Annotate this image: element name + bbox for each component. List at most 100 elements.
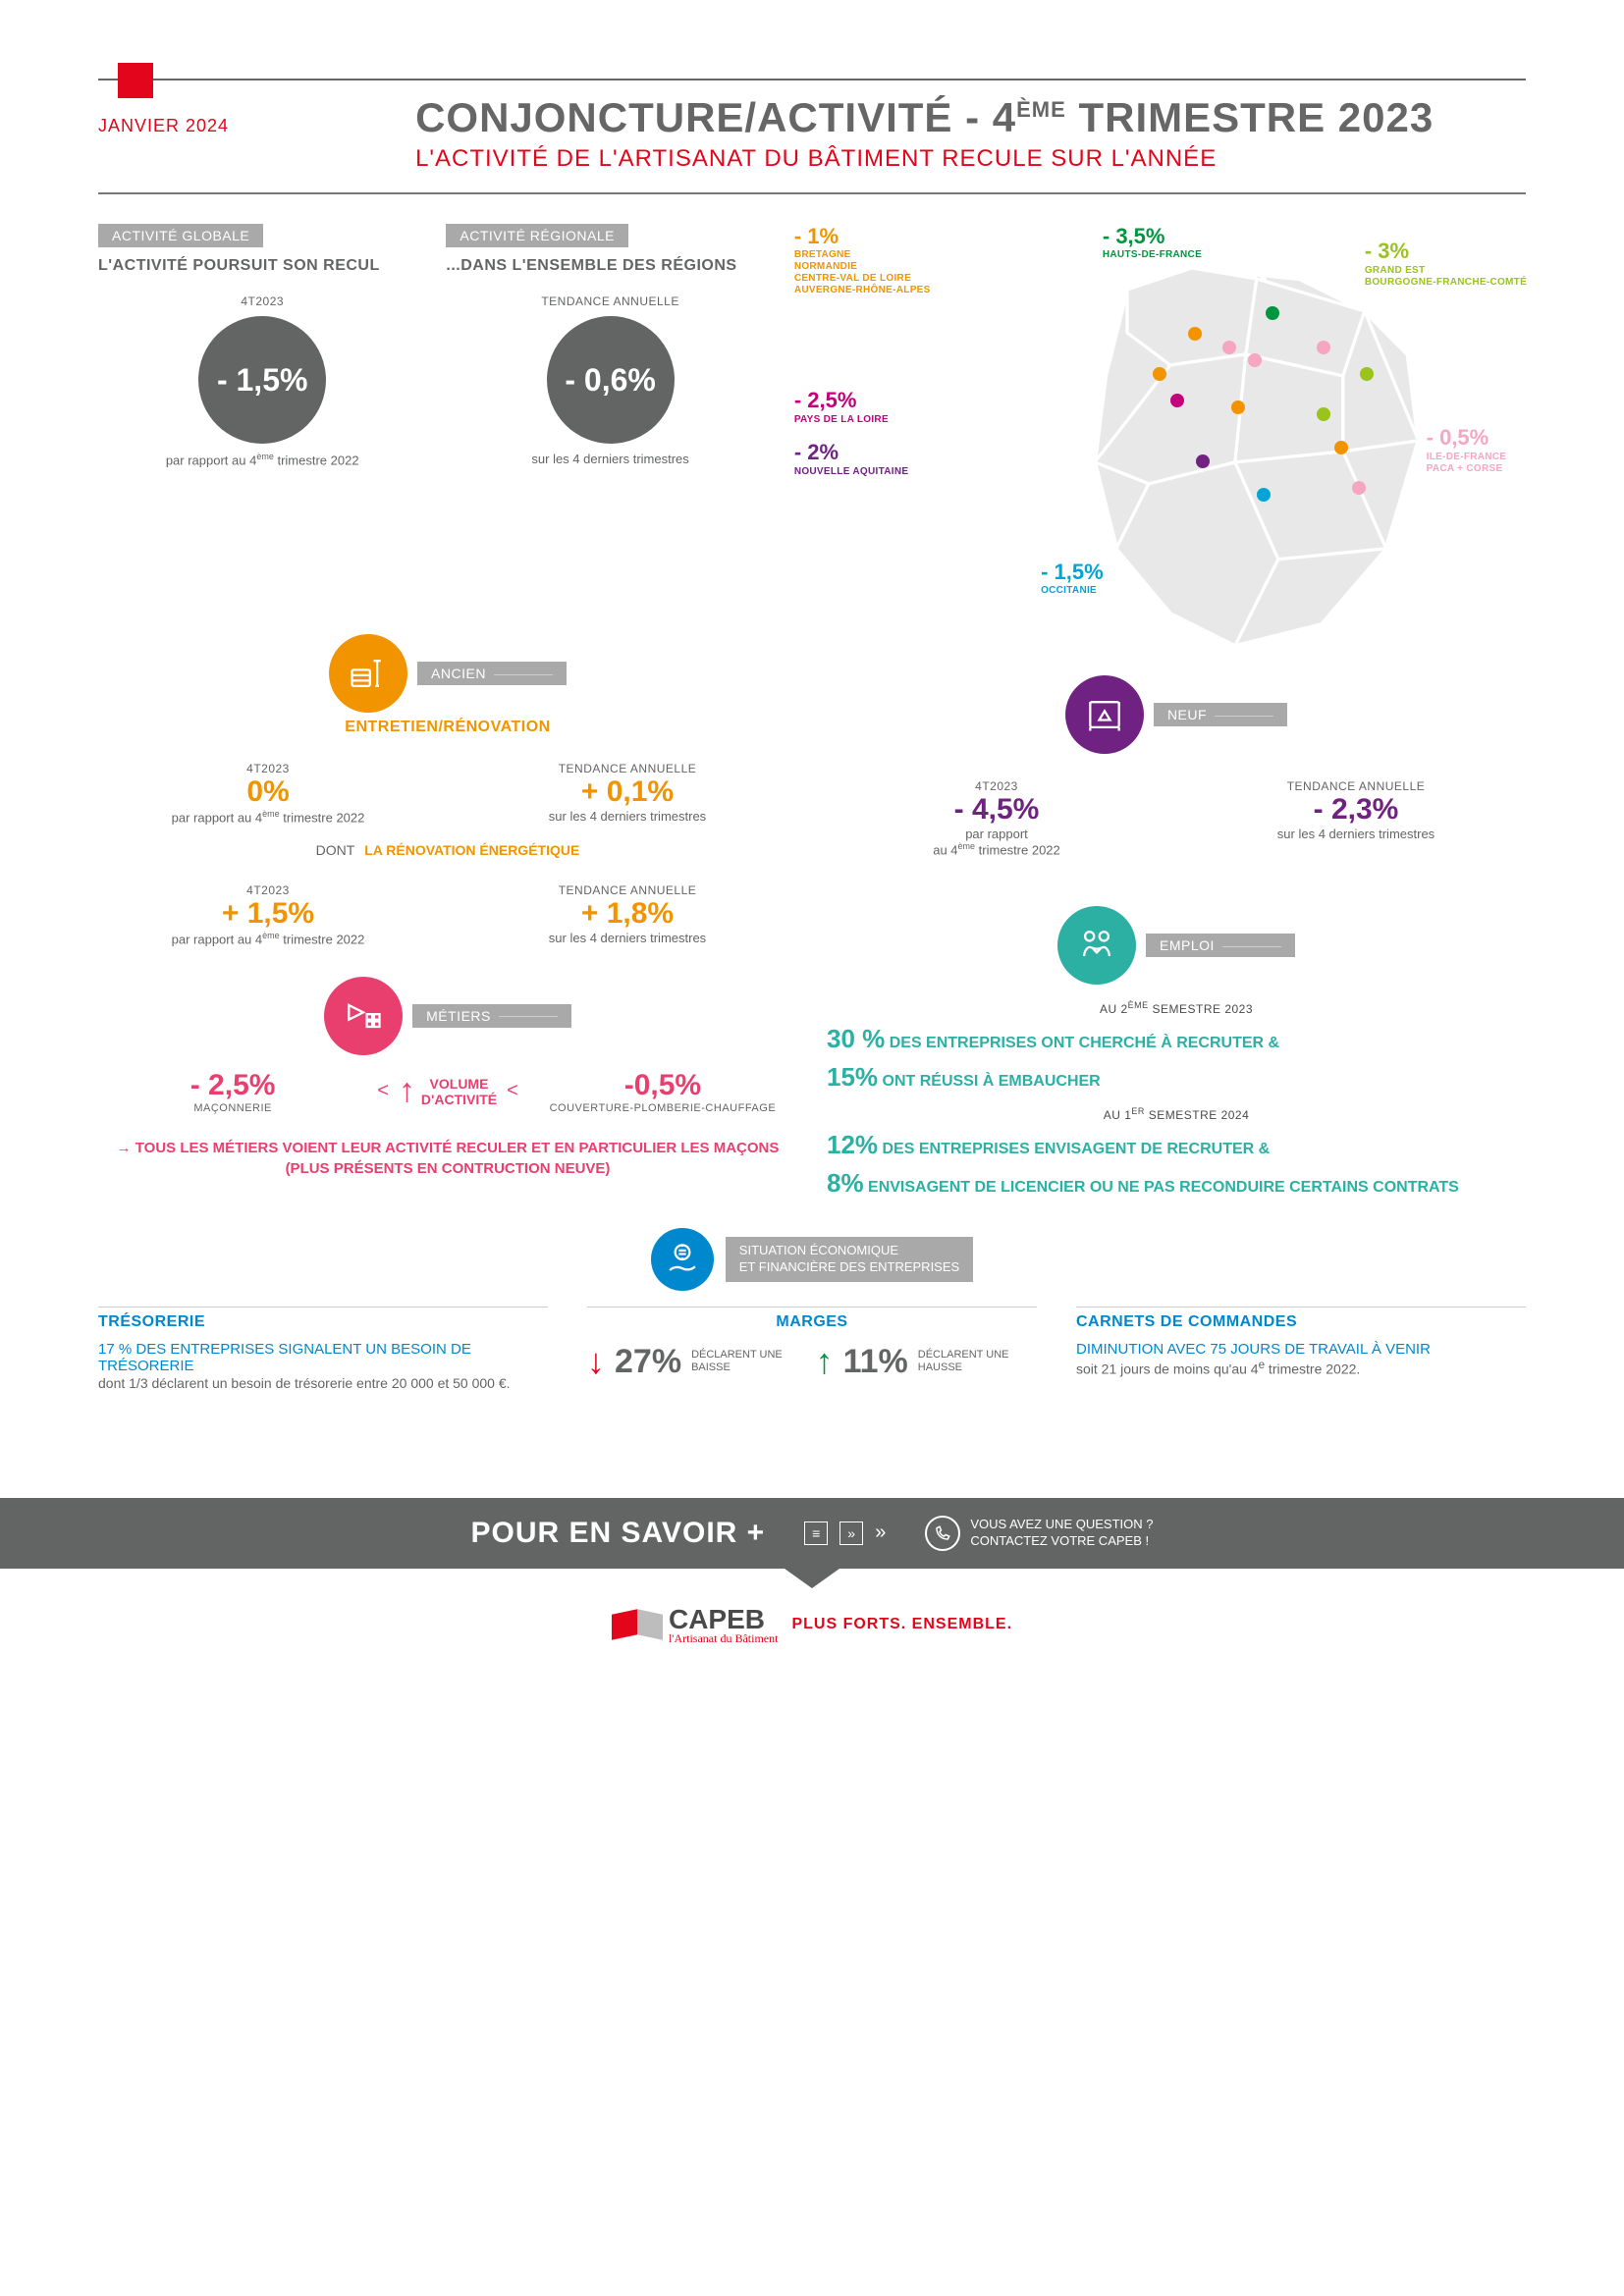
neuf-t-label: TENDANCE ANNUELLE bbox=[1186, 779, 1526, 793]
more-icon[interactable]: » bbox=[839, 1522, 863, 1545]
map-dot bbox=[1257, 488, 1271, 502]
marges-head: MARGES bbox=[587, 1307, 1037, 1331]
neuf-t-caption: sur les 4 derniers trimestres bbox=[1186, 827, 1526, 841]
emploi-line1: 30 % DES ENTREPRISES ONT CHERCHÉ À RECRU… bbox=[827, 1024, 1526, 1054]
ancien-t-value: + 0,1% bbox=[458, 775, 797, 809]
ancien-q-caption: par rapport au 4ème trimestre 2022 bbox=[98, 809, 438, 825]
carnets-line1: DIMINUTION AVEC 75 JOURS DE TRAVAIL À VE… bbox=[1076, 1341, 1526, 1358]
angle-right-icon: < bbox=[507, 1080, 518, 1102]
arrow-up-green-icon: ↑ bbox=[816, 1341, 834, 1382]
chevron-icon[interactable]: » bbox=[875, 1522, 886, 1544]
carnets-line2: soit 21 jours de moins qu'au 4e trimestr… bbox=[1076, 1358, 1526, 1379]
metiers-right-name: COUVERTURE-PLOMBERIE-CHAUFFAGE bbox=[528, 1102, 797, 1114]
tag-situation: SITUATION ÉCONOMIQUEET FINANCIÈRE DES EN… bbox=[726, 1237, 973, 1282]
neuf-q-value: - 4,5% bbox=[827, 793, 1166, 827]
logo-slogan: PLUS FORTS. ENSEMBLE. bbox=[791, 1616, 1012, 1633]
neuf-q-caption: par rapportau 4ème trimestre 2022 bbox=[827, 827, 1166, 857]
metiers-left-val: - 2,5% bbox=[98, 1069, 367, 1102]
reno-q-label: 4T2023 bbox=[98, 883, 438, 897]
ancien-subhead: DONT LA RÉNOVATION ÉNERGÉTIQUE bbox=[98, 842, 797, 858]
region-label: - 1%BRETAGNENORMANDIECENTRE-VAL DE LOIRE… bbox=[794, 224, 931, 296]
footer-bar: POUR EN SAVOIR + ≡ » » VOUS AVEZ UNE QUE… bbox=[0, 1498, 1624, 1569]
emploi-line2: 15% ONT RÉUSSI À EMBAUCHER bbox=[827, 1062, 1526, 1093]
neuf-q-label: 4T2023 bbox=[827, 779, 1166, 793]
map-outline-icon bbox=[1041, 246, 1473, 678]
regionale-caption: sur les 4 derniers trimestres bbox=[446, 452, 774, 466]
regionale-period: TENDANCE ANNUELLE bbox=[446, 294, 774, 308]
ancien-q-value: 0% bbox=[98, 775, 438, 809]
neuf-t-value: - 2,3% bbox=[1186, 793, 1526, 827]
region-label: - 3,5%HAUTS-DE-FRANCE bbox=[1103, 224, 1202, 261]
regionale-value: - 0,6% bbox=[565, 362, 655, 399]
emploi-line4: 8% ENVISAGENT DE LICENCIER OU NE PAS REC… bbox=[827, 1168, 1526, 1199]
france-map: - 1%BRETAGNENORMANDIECENTRE-VAL DE LOIRE… bbox=[794, 224, 1565, 597]
globale-caption: par rapport au 4ème trimestre 2022 bbox=[98, 452, 426, 467]
logo-cube-icon bbox=[612, 1612, 663, 1637]
reno-t-value: + 1,8% bbox=[458, 897, 797, 931]
map-dot bbox=[1317, 341, 1330, 354]
document-icon[interactable]: ≡ bbox=[804, 1522, 828, 1545]
tresorerie-line1: 17 % DES ENTREPRISES SIGNALENT UN BESOIN… bbox=[98, 1341, 548, 1374]
issue-date: JANVIER 2024 bbox=[98, 116, 229, 136]
globale-value: - 1,5% bbox=[217, 362, 307, 399]
tag-activite-regionale: ACTIVITÉ RÉGIONALE bbox=[446, 224, 628, 247]
map-dot bbox=[1188, 327, 1202, 341]
reno-t-caption: sur les 4 derniers trimestres bbox=[458, 931, 797, 945]
emploi-line3: 12% DES ENTREPRISES ENVISAGENT DE RECRUT… bbox=[827, 1130, 1526, 1160]
region-label: - 2,5%PAYS DE LA LOIRE bbox=[794, 388, 889, 425]
emploi-p2-label: AU 1ER SEMESTRE 2024 bbox=[827, 1106, 1526, 1122]
metiers-note: → TOUS LES MÉTIERS VOIENT LEUR ACTIVITÉ … bbox=[98, 1138, 797, 1179]
renovate-icon bbox=[329, 634, 407, 713]
region-label: - 3%GRAND ESTBOURGOGNE-FRANCHE-COMTÉ bbox=[1365, 239, 1527, 288]
globale-circle: - 1,5% bbox=[198, 316, 326, 444]
trowel-icon bbox=[324, 977, 403, 1055]
globale-headline: L'ACTIVITÉ POURSUIT SON RECUL bbox=[98, 257, 426, 275]
reno-q-caption: par rapport au 4ème trimestre 2022 bbox=[98, 931, 438, 946]
ancien-t-label: TENDANCE ANNUELLE bbox=[458, 762, 797, 775]
arrow-down-icon: ↓ bbox=[587, 1341, 605, 1382]
arrow-up-icon: ↑ bbox=[399, 1072, 415, 1110]
footer-contact: VOUS AVEZ UNE QUESTION ?CONTACTEZ VOTRE … bbox=[970, 1517, 1153, 1550]
tag-neuf: NEUF bbox=[1154, 703, 1287, 726]
metiers-center: ↑ VOLUMED'ACTIVITÉ bbox=[399, 1072, 497, 1110]
marges-down-val: 27% bbox=[615, 1343, 681, 1381]
metiers-right-val: -0,5% bbox=[528, 1069, 797, 1102]
page-title: CONJONCTURE/ACTIVITÉ - 4ÈME TRIMESTRE 20… bbox=[415, 94, 1434, 141]
reno-t-label: TENDANCE ANNUELLE bbox=[458, 883, 797, 897]
globale-period: 4T2023 bbox=[98, 294, 426, 308]
map-dot bbox=[1222, 341, 1236, 354]
tag-emploi: EMPLOI bbox=[1146, 934, 1295, 957]
logo-row: CAPEB l'Artisanat du Bâtiment PLUS FORTS… bbox=[0, 1604, 1624, 1646]
phone-icon[interactable] bbox=[925, 1516, 960, 1551]
map-dot bbox=[1266, 306, 1279, 320]
tag-activite-globale: ACTIVITÉ GLOBALE bbox=[98, 224, 263, 247]
regionale-circle: - 0,6% bbox=[547, 316, 675, 444]
tag-metiers: MÉTIERS bbox=[412, 1004, 571, 1028]
angle-left-icon: < bbox=[377, 1080, 389, 1102]
ancien-section: ENTRETIEN/RÉNOVATION bbox=[98, 719, 797, 736]
metiers-left-name: MAÇONNERIE bbox=[98, 1102, 367, 1114]
tag-ancien: ANCIEN bbox=[417, 662, 567, 685]
region-label: - 1,5%OCCITANIE bbox=[1041, 560, 1104, 597]
reno-q-value: + 1,5% bbox=[98, 897, 438, 931]
region-label: - 2%NOUVELLE AQUITAINE bbox=[794, 440, 909, 477]
footer-chevron-icon bbox=[785, 1569, 839, 1588]
marges-up-lbl: DÉCLARENT UNE HAUSSE bbox=[918, 1349, 1037, 1374]
emploi-p1-label: AU 2ÈME SEMESTRE 2023 bbox=[827, 1000, 1526, 1016]
brand-square bbox=[118, 63, 153, 98]
map-dot bbox=[1231, 400, 1245, 414]
marges-up-val: 11% bbox=[843, 1343, 908, 1381]
carnets-head: CARNETS DE COMMANDES bbox=[1076, 1307, 1526, 1331]
page-subtitle: L'ACTIVITÉ DE L'ARTISANAT DU BÂTIMENT RE… bbox=[415, 145, 1434, 173]
map-dot bbox=[1352, 481, 1366, 495]
ancien-t-caption: sur les 4 derniers trimestres bbox=[458, 809, 797, 824]
tresorerie-line2: dont 1/3 déclarent un besoin de trésorer… bbox=[98, 1374, 548, 1394]
handshake-icon bbox=[1057, 906, 1136, 985]
ancien-q-label: 4T2023 bbox=[98, 762, 438, 775]
region-label: - 0,5%ILE-DE-FRANCEPACA + CORSE bbox=[1427, 425, 1507, 474]
marges-down-lbl: DÉCLARENT UNE BAISSE bbox=[691, 1349, 806, 1374]
tresorerie-head: TRÉSORERIE bbox=[98, 1307, 548, 1331]
logo-subtitle: l'Artisanat du Bâtiment bbox=[669, 1631, 778, 1646]
euro-hand-icon bbox=[651, 1228, 714, 1291]
regionale-headline: ...DANS L'ENSEMBLE DES RÉGIONS bbox=[446, 257, 774, 275]
